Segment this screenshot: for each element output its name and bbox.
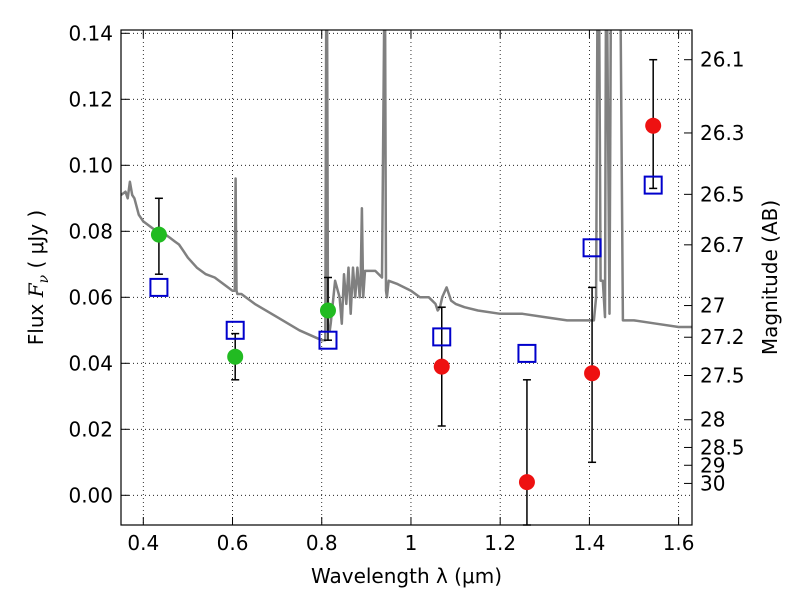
y-tick-label: 0.00 [68, 483, 113, 507]
y2-axis-title: Magnitude (AB) [758, 200, 782, 355]
y2-tick-label: 27.5 [700, 364, 745, 388]
y-tick-label: 0.10 [68, 153, 113, 177]
data-point-square [318, 330, 338, 350]
data-point-square [517, 343, 537, 363]
y2-tick-label: 26.1 [700, 48, 745, 72]
data-markers [149, 117, 663, 491]
x-axis-title: Wavelength λ (μm) [311, 564, 502, 588]
model-spectrum [121, 30, 692, 342]
y2-tick-label: 26.5 [700, 182, 745, 206]
data-point-square [149, 277, 169, 297]
y-tick-label: 0.08 [68, 219, 113, 243]
y-axis-title-prefix: Flux [24, 297, 48, 345]
y2-tick-label: 28 [700, 408, 725, 432]
y2-tick-label: 27 [700, 294, 725, 318]
model-spectrum-line [121, 30, 692, 342]
x-tick-label: 1.2 [484, 531, 516, 555]
y-axis-title: Flux Fν ( μJy ) [24, 210, 52, 345]
data-point-square [643, 175, 663, 195]
x-tick-label: 0.4 [127, 531, 159, 555]
data-point-circle [645, 117, 662, 134]
data-point-circle [227, 348, 244, 365]
y2-tick-label: 28.5 [700, 435, 745, 459]
data-point-circle [584, 365, 601, 382]
x-tick-label: 0.6 [217, 531, 249, 555]
y-tick-label: 0.04 [68, 351, 113, 375]
x-tick-label: 1.6 [663, 531, 695, 555]
data-point-square [225, 320, 245, 340]
y-tick-label: 0.14 [68, 21, 113, 45]
x-tick-label: 1 [405, 531, 418, 555]
axis-ticks [121, 30, 692, 525]
data-point-circle [433, 358, 450, 375]
y2-tick-label: 27.2 [700, 325, 745, 349]
y-axis-title-units: ( μJy ) [24, 210, 48, 275]
plot-frame [120, 29, 693, 526]
y2-tick-label: 26.7 [700, 233, 745, 257]
y-axis-title-symbol: F [24, 282, 48, 298]
data-point-square [582, 238, 602, 258]
y2-tick-label: 26.3 [700, 121, 745, 145]
y-tick-label: 0.02 [68, 417, 113, 441]
tick-labels: 0.4 0.6 0.8 1 1.2 1.4 1.6 0.00 0.02 0.04 0.06 0.08 0… [68, 21, 744, 555]
data-point-circle [150, 226, 167, 243]
data-point-square [432, 327, 452, 347]
x-tick-label: 1.4 [573, 531, 605, 555]
y-tick-label: 0.06 [68, 285, 113, 309]
error-bars [154, 58, 658, 526]
y-tick-label: 0.12 [68, 87, 113, 111]
y2-tick-label: 29 [700, 453, 725, 477]
data-point-circle [518, 474, 535, 491]
x-tick-label: 0.8 [306, 531, 338, 555]
grid [121, 30, 692, 525]
y2-tick-label: 30 [700, 471, 725, 495]
data-point-circle [319, 302, 336, 319]
y-axis-title-subscript: ν [36, 274, 52, 283]
